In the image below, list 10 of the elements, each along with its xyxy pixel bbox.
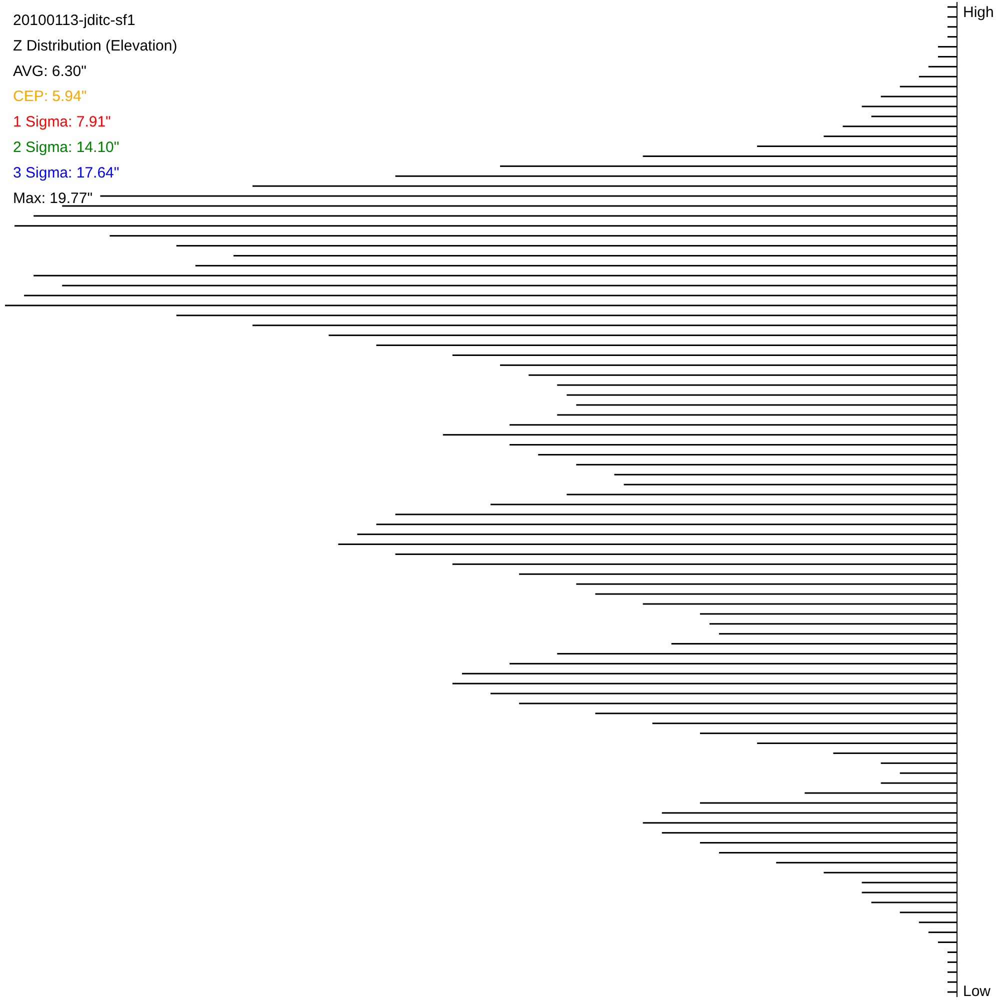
- y-tick-label: High: [963, 4, 994, 21]
- annotation: 3 Sigma: 17.64": [13, 164, 120, 182]
- annotation: AVG: 6.30": [13, 62, 86, 80]
- annotation: CEP: 5.94": [13, 88, 87, 106]
- annotation: 2 Sigma: 14.10": [13, 139, 120, 156]
- y-tick-label: Low: [963, 982, 991, 1000]
- annotation: 1 Sigma: 7.91": [13, 114, 111, 131]
- text: Z Distribution (Elevation): [13, 37, 178, 54]
- annotation: Max: 19.77": [13, 190, 93, 207]
- text: 20100113-jditc-sf1: [13, 12, 136, 29]
